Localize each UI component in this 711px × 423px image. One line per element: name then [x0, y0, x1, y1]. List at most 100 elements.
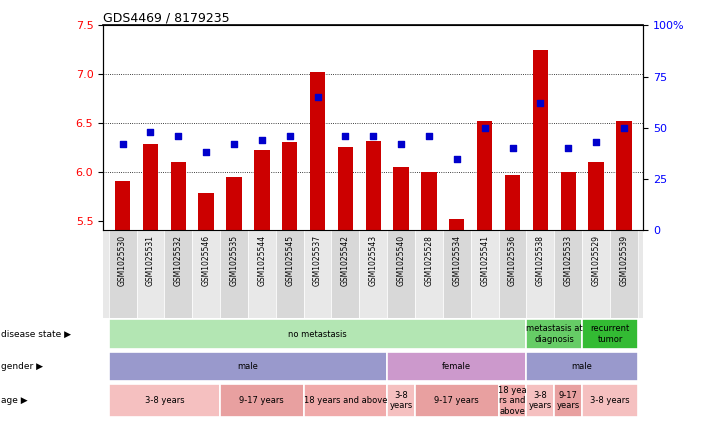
- Bar: [582, 384, 638, 418]
- Bar: [582, 319, 638, 349]
- Text: GSM1025540: GSM1025540: [397, 235, 406, 286]
- Text: GSM1025534: GSM1025534: [452, 235, 461, 286]
- Text: GSM1025538: GSM1025538: [536, 235, 545, 286]
- Bar: [415, 384, 498, 418]
- Text: 3-8
years: 3-8 years: [390, 391, 413, 410]
- Bar: [276, 230, 304, 318]
- Text: GDS4469 / 8179235: GDS4469 / 8179235: [103, 11, 230, 24]
- Bar: [248, 230, 276, 318]
- Bar: [338, 147, 353, 230]
- Bar: [471, 230, 498, 318]
- Point: [590, 139, 602, 146]
- Bar: [143, 144, 158, 230]
- Bar: [526, 352, 638, 381]
- Text: 18 yea
rs and
above: 18 yea rs and above: [498, 386, 527, 415]
- Text: gender ▶: gender ▶: [1, 362, 43, 371]
- Bar: [304, 230, 331, 318]
- Text: GSM1025546: GSM1025546: [202, 235, 210, 286]
- Text: 18 years and above: 18 years and above: [304, 396, 387, 405]
- Bar: [387, 352, 526, 381]
- Bar: [331, 230, 359, 318]
- Bar: [477, 121, 492, 230]
- Bar: [555, 384, 582, 418]
- Text: no metastasis: no metastasis: [288, 330, 347, 339]
- Bar: [393, 167, 409, 230]
- Bar: [387, 384, 415, 418]
- Point: [479, 124, 491, 131]
- Point: [201, 149, 212, 156]
- Bar: [610, 230, 638, 318]
- Bar: [526, 319, 582, 349]
- Bar: [443, 230, 471, 318]
- Text: GSM1025528: GSM1025528: [424, 235, 434, 286]
- Text: male: male: [572, 362, 592, 371]
- Bar: [109, 319, 526, 349]
- Bar: [359, 230, 387, 318]
- Bar: [192, 230, 220, 318]
- Bar: [616, 121, 631, 230]
- Point: [535, 100, 546, 107]
- Bar: [109, 384, 220, 418]
- Bar: [533, 50, 548, 230]
- Text: GSM1025543: GSM1025543: [369, 235, 378, 286]
- Text: age ▶: age ▶: [1, 396, 28, 405]
- Text: GSM1025536: GSM1025536: [508, 235, 517, 286]
- Bar: [589, 162, 604, 230]
- Bar: [220, 384, 304, 418]
- Point: [423, 133, 434, 140]
- Point: [619, 124, 630, 131]
- Point: [395, 141, 407, 148]
- Point: [451, 155, 463, 162]
- Bar: [310, 72, 325, 230]
- Bar: [255, 150, 269, 230]
- Text: male: male: [237, 362, 258, 371]
- Bar: [449, 219, 464, 230]
- Bar: [582, 230, 610, 318]
- Bar: [220, 230, 248, 318]
- Point: [562, 145, 574, 152]
- Bar: [555, 230, 582, 318]
- Text: GSM1025537: GSM1025537: [313, 235, 322, 286]
- Text: disease state ▶: disease state ▶: [1, 330, 71, 339]
- Point: [256, 137, 267, 143]
- Text: 9-17 years: 9-17 years: [240, 396, 284, 405]
- Text: 3-8 years: 3-8 years: [144, 396, 184, 405]
- Bar: [304, 384, 387, 418]
- Text: 3-8 years: 3-8 years: [590, 396, 630, 405]
- Text: GSM1025533: GSM1025533: [564, 235, 573, 286]
- Text: GSM1025529: GSM1025529: [592, 235, 601, 286]
- Text: GSM1025541: GSM1025541: [480, 235, 489, 286]
- Text: GSM1025530: GSM1025530: [118, 235, 127, 286]
- Bar: [137, 230, 164, 318]
- Bar: [365, 140, 381, 230]
- Bar: [498, 230, 526, 318]
- Text: recurrent
tumor: recurrent tumor: [590, 324, 630, 344]
- Text: GSM1025531: GSM1025531: [146, 235, 155, 286]
- Text: GSM1025539: GSM1025539: [619, 235, 629, 286]
- Text: GSM1025542: GSM1025542: [341, 235, 350, 286]
- Text: 9-17
years: 9-17 years: [557, 391, 580, 410]
- Bar: [109, 230, 137, 318]
- Bar: [226, 177, 242, 230]
- Point: [284, 133, 295, 140]
- Text: female: female: [442, 362, 471, 371]
- Point: [507, 145, 518, 152]
- Text: metastasis at
diagnosis: metastasis at diagnosis: [526, 324, 582, 344]
- Bar: [164, 230, 192, 318]
- Text: 9-17 years: 9-17 years: [434, 396, 479, 405]
- Text: GSM1025544: GSM1025544: [257, 235, 267, 286]
- Text: GSM1025545: GSM1025545: [285, 235, 294, 286]
- Point: [368, 133, 379, 140]
- Bar: [115, 181, 130, 230]
- Bar: [198, 193, 214, 230]
- Bar: [498, 384, 526, 418]
- Bar: [505, 175, 520, 230]
- Bar: [526, 230, 555, 318]
- Text: 3-8
years: 3-8 years: [529, 391, 552, 410]
- Bar: [560, 172, 576, 230]
- Point: [340, 133, 351, 140]
- Bar: [415, 230, 443, 318]
- Bar: [109, 352, 387, 381]
- Point: [312, 94, 324, 101]
- Bar: [422, 172, 437, 230]
